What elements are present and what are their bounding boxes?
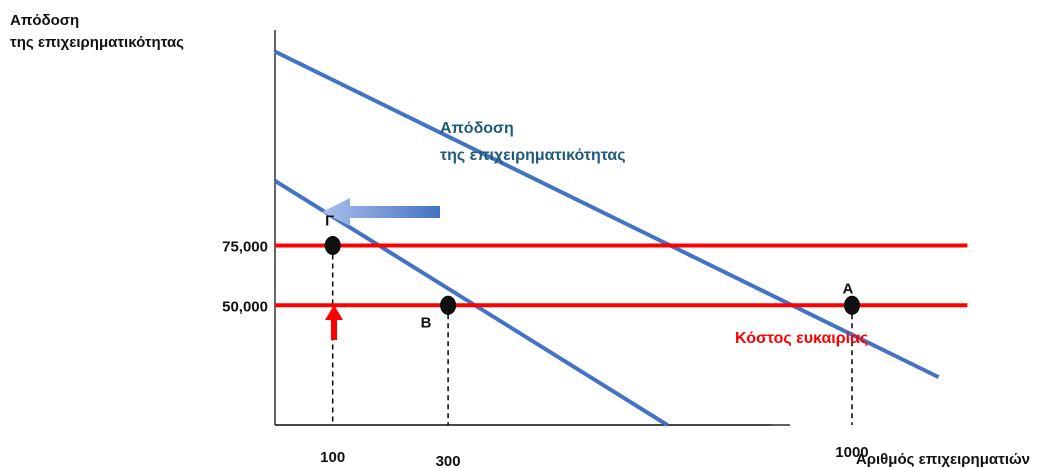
drop-lines: [331, 245, 853, 425]
data-point-2: [843, 295, 860, 315]
x-tick-label-1: 300: [436, 453, 461, 468]
opportunity-cost-label: Κόστος ευκαιρίας: [735, 330, 868, 347]
curve-label-line-0: Απόδοση: [440, 120, 514, 137]
curve-label-line-1: της επιχειρηματικότητας: [440, 147, 626, 164]
series-line-return-shifted-1: [273, 179, 669, 427]
series: [273, 49, 968, 427]
data-point-0: [324, 235, 341, 255]
y-axis-label: Απόδοση της επιχειρηματικότητας: [10, 10, 184, 54]
x-axis-label: Αριθμός επιχειρηματιών: [856, 451, 1030, 468]
points: [324, 235, 860, 315]
y-tick-label-1: 50,000: [222, 298, 268, 315]
shift-up-arrow: [325, 305, 343, 340]
series-line-return-original-0: [274, 49, 940, 379]
point-label-0: Γ: [325, 212, 334, 229]
x-tick-label-0: 100: [320, 449, 345, 466]
shift-left-arrow: [322, 198, 440, 226]
point-label-2: Α: [843, 280, 854, 297]
data-point-1: [440, 295, 457, 315]
point-label-1: Β: [421, 314, 432, 331]
y-axis-label-line-1: Απόδοση: [10, 12, 80, 29]
y-tick-label-0: 75,000: [222, 238, 268, 255]
arrows: [322, 198, 440, 340]
x-tick-label-2: 1000: [835, 444, 868, 461]
axes: [274, 30, 790, 426]
y-axis-label-line-2: της επιχειρηματικότητας: [10, 34, 184, 51]
